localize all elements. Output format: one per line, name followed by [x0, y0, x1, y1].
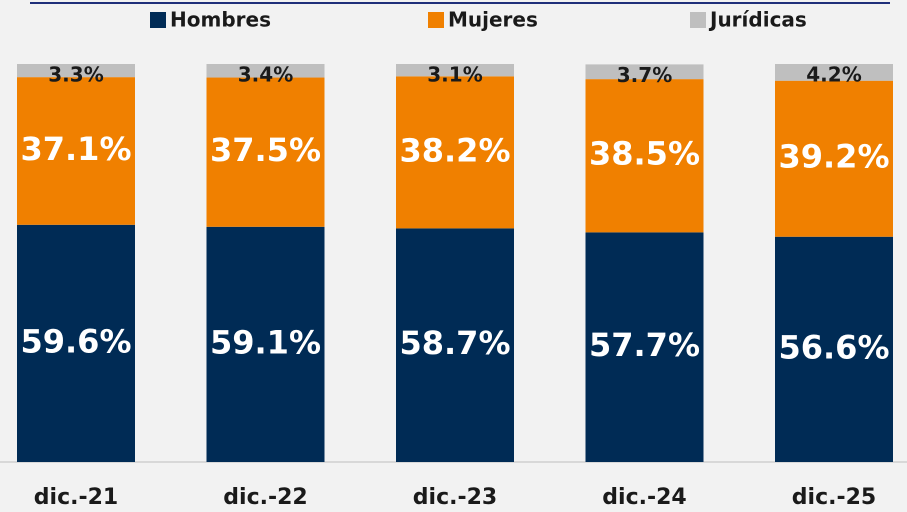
legend-label: Mujeres — [448, 8, 538, 32]
data-label: 37.1% — [20, 130, 131, 168]
data-label: 56.6% — [778, 328, 889, 366]
x-tick-label: dic.-22 — [223, 485, 307, 510]
bar-segment — [396, 76, 514, 229]
data-label: 37.5% — [210, 131, 321, 169]
x-tick-label: dic.-24 — [602, 485, 686, 510]
bar-segment — [206, 226, 325, 462]
data-label: 3.3% — [48, 63, 103, 87]
data-label: 3.7% — [617, 63, 672, 87]
data-label: 3.1% — [427, 63, 482, 87]
data-label: 58.7% — [399, 324, 510, 362]
bar-segment — [775, 236, 893, 462]
data-label: 57.7% — [589, 326, 700, 364]
bar-segment — [775, 80, 893, 237]
legend-swatch — [150, 12, 166, 28]
bar-segment — [775, 64, 893, 81]
data-label: 4.2% — [806, 63, 861, 87]
bar-segment — [206, 64, 325, 78]
bar-segment — [396, 64, 514, 77]
legend-label: Jurídicas — [708, 8, 807, 32]
bar-segment — [585, 232, 704, 462]
data-label: 59.6% — [20, 322, 131, 360]
x-tick-label: dic.-21 — [34, 485, 118, 510]
bar-segment — [17, 64, 135, 78]
legend-swatch — [690, 12, 706, 28]
legend-label: Hombres — [170, 8, 271, 32]
data-label: 3.4% — [238, 63, 293, 87]
bar-segment — [585, 79, 704, 233]
data-label: 39.2% — [778, 138, 889, 176]
bar-segment — [396, 228, 514, 462]
bar-segment — [585, 64, 704, 80]
data-label: 38.5% — [589, 135, 700, 173]
bar-segment — [17, 224, 135, 462]
legend-swatch — [428, 12, 444, 28]
bar-segment — [206, 77, 325, 227]
bar-segment — [17, 77, 135, 225]
x-tick-label: dic.-25 — [792, 485, 876, 510]
data-label: 59.1% — [210, 323, 321, 361]
data-label: 38.2% — [399, 131, 510, 169]
x-tick-label: dic.-23 — [413, 485, 497, 510]
